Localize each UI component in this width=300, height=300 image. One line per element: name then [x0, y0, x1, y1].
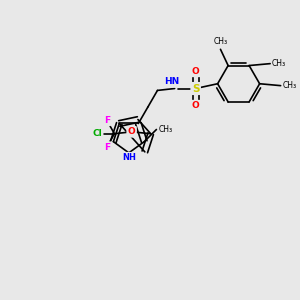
Text: F: F [104, 142, 110, 152]
Text: CH₃: CH₃ [158, 125, 172, 134]
Text: CH₃: CH₃ [213, 38, 227, 46]
Text: O: O [192, 67, 200, 76]
Text: O: O [192, 101, 200, 110]
Text: HN: HN [164, 77, 179, 86]
Text: CH₃: CH₃ [283, 81, 297, 90]
Text: F: F [104, 116, 110, 125]
Text: Cl: Cl [92, 129, 102, 138]
Text: S: S [192, 83, 200, 94]
Text: O: O [128, 127, 136, 136]
Text: NH: NH [122, 153, 136, 162]
Text: CH₃: CH₃ [272, 59, 286, 68]
